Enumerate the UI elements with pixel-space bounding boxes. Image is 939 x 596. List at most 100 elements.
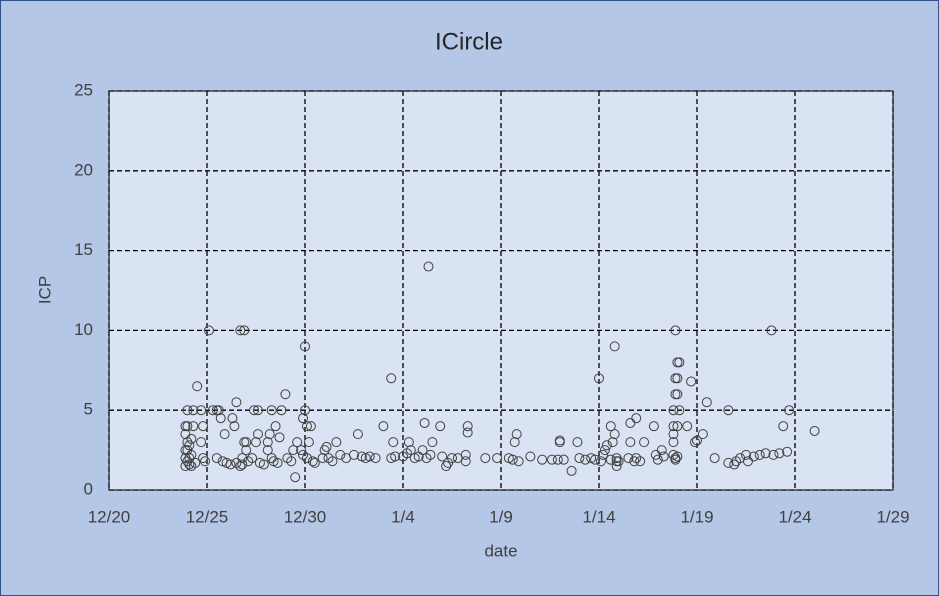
- data-point: [809, 425, 820, 436]
- data-point: [419, 417, 430, 428]
- data-point: [774, 448, 785, 459]
- y-tick-label: 5: [84, 400, 93, 419]
- data-point: [352, 429, 363, 440]
- data-point: [309, 457, 320, 468]
- data-point: [300, 341, 310, 352]
- data-point: [447, 453, 457, 464]
- data-point: [303, 437, 314, 448]
- plot-border: [108, 90, 894, 491]
- data-point: [656, 445, 667, 456]
- data-point: [211, 453, 222, 464]
- data-point: [188, 421, 199, 432]
- data-point: [672, 389, 683, 400]
- data-point: [182, 421, 193, 432]
- data-point: [200, 456, 211, 467]
- data-point: [188, 405, 199, 416]
- x-tick-label: 1/9: [489, 507, 513, 526]
- data-point: [639, 437, 650, 448]
- data-point: [370, 453, 381, 464]
- data-point: [301, 421, 312, 432]
- data-point: [186, 433, 197, 444]
- data-point: [290, 472, 301, 483]
- data-point: [276, 405, 287, 416]
- data-point: [213, 405, 224, 416]
- data-point: [386, 373, 397, 384]
- data-point: [292, 437, 303, 448]
- data-point: [554, 435, 565, 446]
- data-point: [364, 451, 375, 462]
- data-point: [241, 437, 252, 448]
- data-point: [623, 453, 634, 464]
- data-point: [690, 437, 701, 448]
- data-point: [288, 445, 299, 456]
- data-point: [686, 376, 697, 387]
- data-point: [613, 456, 624, 467]
- x-tick-label: 12/30: [284, 507, 327, 526]
- data-point: [668, 421, 679, 432]
- data-point: [546, 454, 557, 465]
- data-point: [327, 456, 338, 467]
- data-point: [595, 456, 606, 467]
- data-point: [296, 445, 307, 456]
- data-point: [235, 325, 246, 336]
- data-point: [574, 453, 585, 464]
- data-point: [697, 429, 708, 440]
- data-point: [760, 448, 771, 459]
- data-point: [192, 381, 203, 392]
- data-point: [388, 437, 399, 448]
- data-point: [507, 454, 518, 465]
- data-point: [207, 405, 218, 416]
- data-point: [231, 397, 242, 408]
- data-point: [629, 456, 640, 467]
- data-point: [492, 453, 503, 464]
- data-point: [607, 437, 618, 448]
- data-point: [597, 449, 608, 460]
- data-point: [274, 432, 285, 443]
- data-point: [590, 454, 601, 465]
- data-point: [225, 459, 236, 470]
- data-point: [513, 456, 524, 467]
- data-point: [203, 325, 214, 336]
- data-point: [405, 445, 416, 456]
- data-point: [672, 451, 683, 462]
- data-point: [552, 454, 563, 465]
- data-point: [441, 461, 452, 472]
- data-point: [778, 421, 789, 432]
- data-point: [251, 437, 261, 448]
- data-point: [784, 405, 795, 416]
- data-point: [525, 451, 536, 462]
- data-point: [635, 456, 646, 467]
- data-point: [305, 421, 316, 432]
- data-point: [331, 437, 342, 448]
- data-point: [631, 413, 642, 424]
- data-point: [462, 427, 473, 438]
- data-point: [249, 405, 260, 416]
- data-point: [252, 405, 263, 416]
- data-point: [723, 405, 734, 416]
- data-point: [580, 454, 591, 465]
- y-tick-label: 15: [74, 240, 93, 259]
- data-point: [782, 446, 793, 457]
- y-tick-label: 0: [84, 479, 93, 498]
- data-point: [709, 453, 720, 464]
- data-point: [190, 457, 201, 468]
- data-point: [611, 461, 622, 472]
- data-point: [417, 445, 428, 456]
- data-point: [723, 457, 734, 468]
- x-tick-label: 12/20: [88, 507, 131, 526]
- data-point: [247, 453, 258, 464]
- data-point: [335, 449, 346, 460]
- data-point: [462, 421, 473, 432]
- data-point: [668, 437, 679, 448]
- x-tick-label: 1/19: [680, 507, 713, 526]
- data-point: [280, 389, 291, 400]
- data-point: [198, 453, 209, 464]
- data-point: [692, 435, 702, 446]
- data-point: [298, 413, 309, 424]
- data-point: [460, 449, 471, 460]
- data-point: [601, 440, 612, 451]
- data-point: [317, 453, 328, 464]
- data-point: [421, 453, 432, 464]
- data-point: [286, 456, 297, 467]
